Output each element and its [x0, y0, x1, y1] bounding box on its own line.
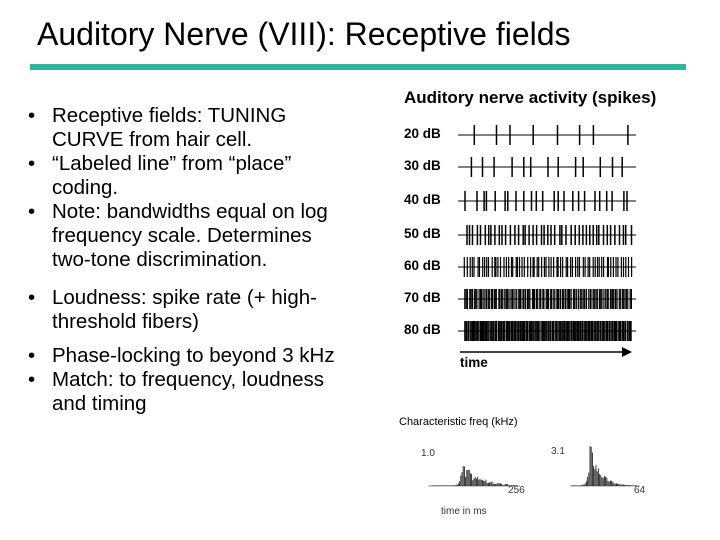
bullet-list: Receptive fields: TUNING CURVE from hair…: [22, 104, 352, 416]
histogram-caption: Characteristic freq (kHz): [399, 416, 518, 428]
time-label: time: [460, 355, 488, 370]
slide-title: Auditory Nerve (VIII): Receptive fields: [37, 16, 571, 52]
histogram-1khz: 1.0 256: [421, 448, 525, 496]
bullet-item: Loudness: spike rate (+ high-threshold f…: [22, 286, 352, 334]
bullet-item: Note: bandwidths equal on log frequency …: [22, 200, 352, 272]
bullet-item: Match: to frequency, loudness and timing: [22, 368, 352, 416]
spike-figure-title: Auditory nerve activity (spikes): [404, 88, 657, 107]
time-axis: time: [460, 347, 632, 370]
bullet-item: “Labeled line” from “place” coding.: [22, 152, 352, 200]
histogram-freq-label: 1.0: [421, 448, 435, 459]
db-label: 70 dB: [404, 290, 441, 305]
bullet-item: Phase-locking to beyond 3 kHz: [22, 344, 352, 368]
histogram-3khz: 3.1 64: [551, 446, 646, 496]
histogram-axis-tick: 256: [508, 485, 525, 496]
histogram-x-label: time in ms: [441, 506, 487, 517]
db-label: 20 dB: [404, 126, 441, 141]
title-underline: [30, 64, 686, 70]
histogram-axis-tick: 64: [634, 485, 646, 496]
db-label: 30 dB: [404, 158, 441, 173]
db-label: 80 dB: [404, 322, 441, 337]
db-label: 60 dB: [404, 258, 441, 273]
histogram-freq-label: 3.1: [551, 446, 565, 457]
db-label: 50 dB: [404, 226, 441, 241]
db-label: 40 dB: [404, 192, 441, 207]
spike-trains: [458, 125, 636, 341]
bullet-item: Receptive fields: TUNING CURVE from hair…: [22, 104, 352, 152]
time-arrow-head: [622, 347, 632, 357]
